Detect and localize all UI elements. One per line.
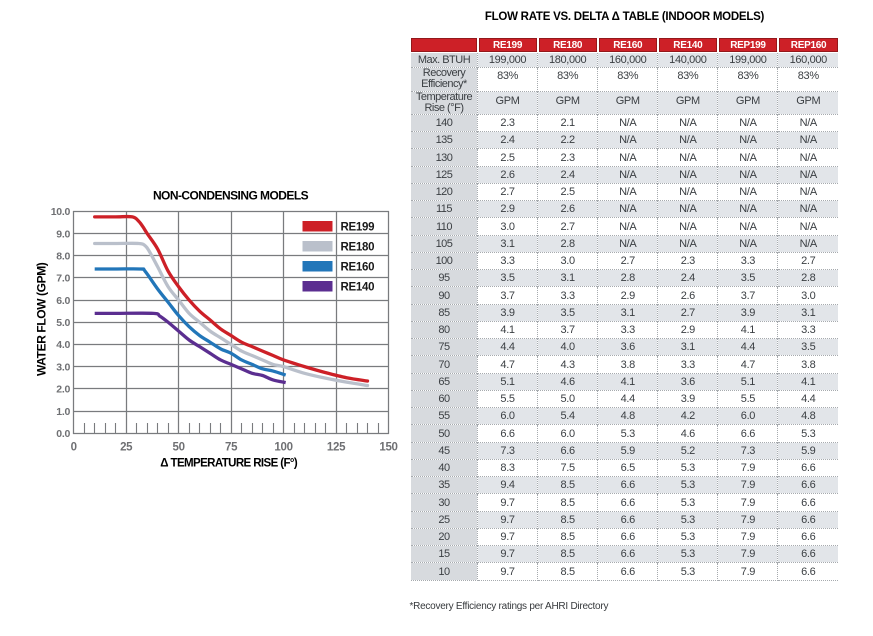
svg-text:10.0: 10.0 xyxy=(51,206,71,218)
svg-text:RE140: RE140 xyxy=(341,282,375,294)
svg-text:25: 25 xyxy=(120,442,133,454)
svg-text:7.0: 7.0 xyxy=(56,273,70,285)
svg-text:RE180: RE180 xyxy=(341,242,375,254)
svg-text:NON-CONDENSING MODELS: NON-CONDENSING MODELS xyxy=(153,189,309,203)
svg-text:RE199: RE199 xyxy=(341,222,375,234)
svg-text:RE160: RE160 xyxy=(341,262,375,274)
svg-text:4.0: 4.0 xyxy=(56,339,70,351)
svg-text:3.0: 3.0 xyxy=(56,361,70,373)
svg-text:0.0: 0.0 xyxy=(56,428,70,440)
svg-text:1.0: 1.0 xyxy=(56,406,70,418)
svg-text:125: 125 xyxy=(327,442,346,454)
svg-text:150: 150 xyxy=(379,442,397,454)
svg-text:8.0: 8.0 xyxy=(56,250,70,262)
svg-text:WATER FLOW (GPM): WATER FLOW (GPM) xyxy=(34,262,48,376)
svg-text:2.0: 2.0 xyxy=(56,384,70,396)
svg-text:50: 50 xyxy=(173,442,185,454)
svg-text:6.0: 6.0 xyxy=(56,295,70,307)
svg-text:75: 75 xyxy=(225,442,238,454)
svg-text:Δ TEMPERATURE RISE (F°): Δ TEMPERATURE RISE (F°) xyxy=(160,458,298,470)
svg-text:100: 100 xyxy=(274,442,292,454)
svg-text:0: 0 xyxy=(71,442,77,454)
svg-text:5.0: 5.0 xyxy=(56,317,70,329)
svg-text:9.0: 9.0 xyxy=(56,228,70,240)
